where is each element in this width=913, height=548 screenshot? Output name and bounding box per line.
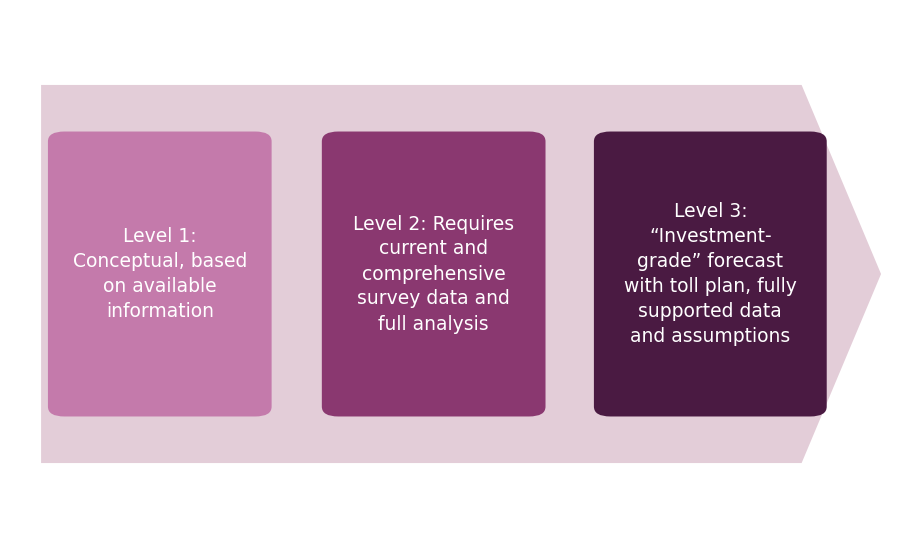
- Text: Level 2: Requires
current and
comprehensive
survey data and
full analysis: Level 2: Requires current and comprehens…: [353, 214, 514, 334]
- FancyBboxPatch shape: [47, 132, 271, 416]
- FancyBboxPatch shape: [321, 132, 545, 416]
- Polygon shape: [41, 85, 881, 463]
- Text: Level 1:
Conceptual, based
on available
information: Level 1: Conceptual, based on available …: [73, 227, 247, 321]
- FancyBboxPatch shape: [594, 132, 827, 416]
- Text: Level 3:
“Investment-
grade” forecast
with toll plan, fully
supported data
and a: Level 3: “Investment- grade” forecast wi…: [624, 202, 797, 346]
